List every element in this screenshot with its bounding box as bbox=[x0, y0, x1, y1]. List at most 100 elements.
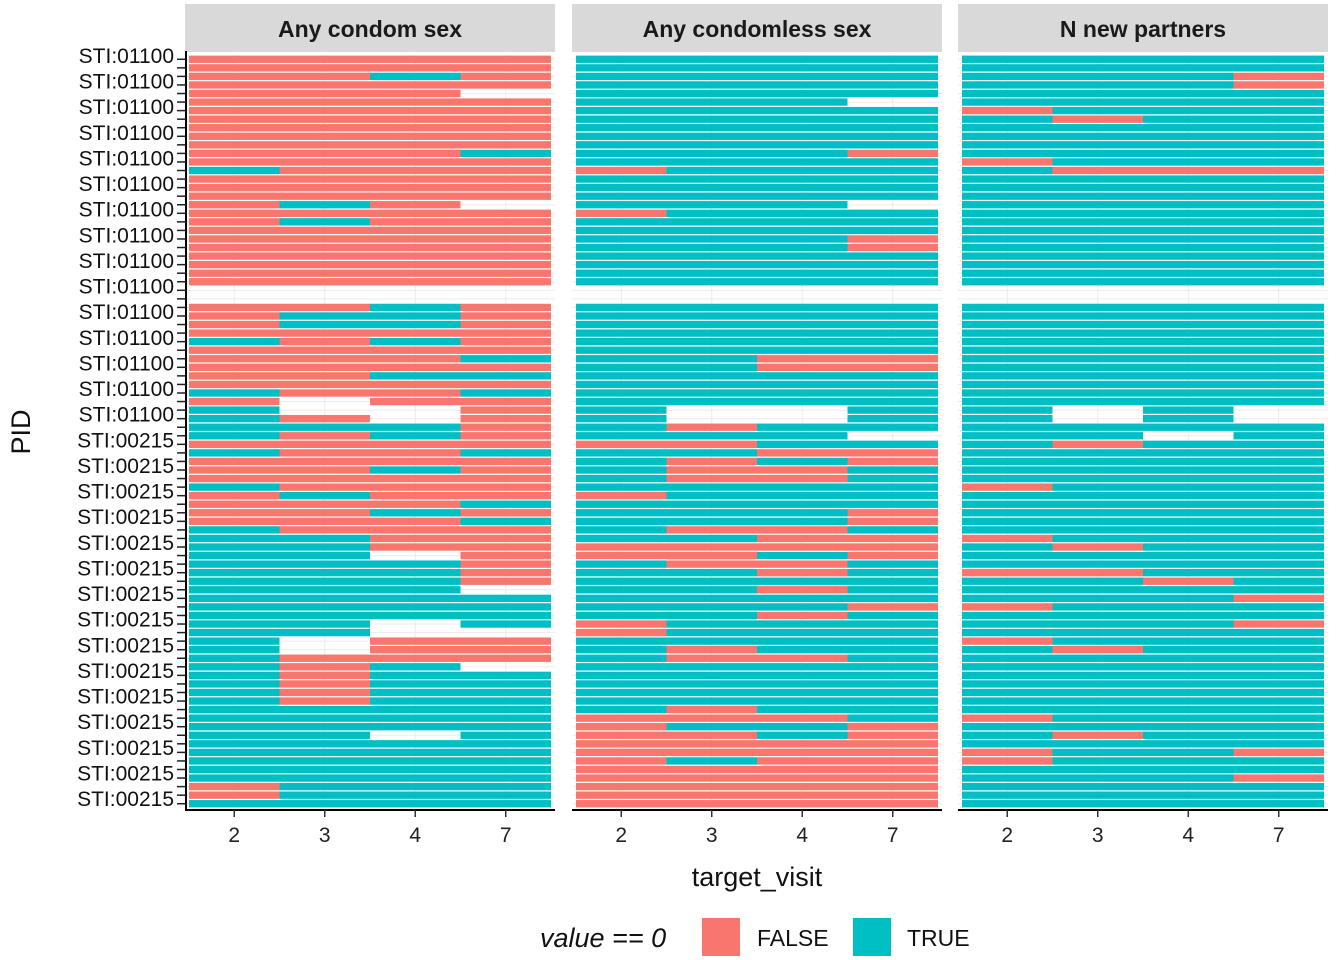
heatmap-cell bbox=[1233, 714, 1324, 722]
heatmap-cell bbox=[189, 106, 280, 115]
heatmap-cell bbox=[962, 560, 1053, 568]
heatmap-cell bbox=[576, 577, 667, 585]
heatmap-cell bbox=[189, 312, 280, 320]
heatmap-cell bbox=[666, 748, 757, 757]
heatmap-cell bbox=[460, 149, 551, 158]
heatmap-cell bbox=[1052, 500, 1143, 508]
heatmap-cell bbox=[279, 175, 370, 183]
heatmap-cell bbox=[666, 474, 757, 483]
heatmap-cell bbox=[757, 509, 848, 517]
heatmap-cell bbox=[1052, 115, 1143, 123]
heatmap-cell bbox=[962, 106, 1053, 115]
heatmap-cell bbox=[962, 714, 1053, 722]
heatmap-cell bbox=[1233, 449, 1324, 457]
heatmap-cell bbox=[576, 124, 667, 132]
heatmap-cell bbox=[279, 166, 370, 175]
heatmap-cell bbox=[189, 89, 280, 98]
heatmap-cell bbox=[370, 218, 461, 226]
x-axis-title: target_visit bbox=[692, 862, 823, 892]
heatmap-cell bbox=[460, 372, 551, 380]
heatmap-cell bbox=[1143, 594, 1234, 603]
heatmap-cell bbox=[279, 594, 370, 603]
heatmap-cell bbox=[576, 303, 667, 312]
heatmap-cell bbox=[189, 141, 280, 149]
heatmap-cell bbox=[189, 132, 280, 140]
heatmap-cell bbox=[757, 337, 848, 346]
heatmap-cell bbox=[370, 500, 461, 508]
heatmap-cell bbox=[189, 337, 280, 346]
heatmap-cell bbox=[757, 449, 848, 457]
heatmap-cell bbox=[576, 757, 667, 765]
heatmap-cell bbox=[189, 397, 280, 406]
heatmap-cell bbox=[370, 594, 461, 603]
heatmap-cell bbox=[279, 663, 370, 671]
heatmap-cell bbox=[460, 765, 551, 774]
y-tick-label: STI:01100 bbox=[79, 199, 174, 222]
heatmap-cell bbox=[1233, 183, 1324, 192]
heatmap-cell bbox=[189, 697, 280, 705]
heatmap-cell bbox=[847, 757, 938, 765]
heatmap-cell bbox=[757, 491, 848, 500]
heatmap-cell bbox=[1233, 800, 1324, 808]
heatmap-cell bbox=[962, 312, 1053, 320]
heatmap-cell bbox=[576, 500, 667, 508]
heatmap-cell bbox=[1233, 534, 1324, 543]
heatmap-cell bbox=[666, 72, 757, 81]
heatmap-cell bbox=[189, 705, 280, 714]
heatmap-cell bbox=[757, 55, 848, 63]
heatmap-cell bbox=[370, 680, 461, 688]
heatmap-cell bbox=[757, 226, 848, 235]
heatmap-cell bbox=[460, 414, 551, 423]
heatmap-cell bbox=[1233, 337, 1324, 346]
heatmap-cell bbox=[576, 603, 667, 611]
heatmap-cell bbox=[962, 89, 1053, 98]
heatmap-cell bbox=[666, 380, 757, 389]
heatmap-cell bbox=[1233, 586, 1324, 594]
heatmap-cell bbox=[1143, 569, 1234, 577]
heatmap-cell bbox=[1233, 209, 1324, 217]
heatmap-cell bbox=[962, 569, 1053, 577]
heatmap-cell bbox=[1052, 252, 1143, 260]
heatmap-cell bbox=[1143, 474, 1234, 483]
heatmap-cell bbox=[666, 158, 757, 166]
heatmap-cell bbox=[279, 218, 370, 226]
heatmap-cell bbox=[576, 680, 667, 688]
heatmap-cell bbox=[460, 774, 551, 782]
heatmap-cell bbox=[460, 509, 551, 517]
heatmap-cell bbox=[757, 782, 848, 791]
heatmap-cell bbox=[460, 731, 551, 739]
heatmap-cell bbox=[279, 782, 370, 791]
heatmap-cell bbox=[1052, 594, 1143, 603]
heatmap-cell bbox=[962, 380, 1053, 389]
heatmap-cell bbox=[1233, 560, 1324, 568]
heatmap-cell bbox=[1143, 166, 1234, 175]
heatmap-cell bbox=[1143, 235, 1234, 243]
heatmap-cell bbox=[1233, 543, 1324, 551]
heatmap-cell bbox=[757, 594, 848, 603]
heatmap-cell bbox=[460, 637, 551, 645]
heatmap-cell bbox=[962, 372, 1053, 380]
heatmap-cell bbox=[962, 132, 1053, 140]
heatmap-cell bbox=[1233, 517, 1324, 526]
heatmap-cell bbox=[1143, 158, 1234, 166]
heatmap-cell bbox=[189, 611, 280, 620]
heatmap-cell bbox=[370, 517, 461, 526]
heatmap-cell bbox=[370, 175, 461, 183]
heatmap-cell bbox=[847, 782, 938, 791]
y-tick-label: STI:00215 bbox=[77, 583, 174, 606]
heatmap-cell bbox=[370, 774, 461, 782]
heatmap-cell bbox=[1143, 106, 1234, 115]
x-tick-label: 2 bbox=[1001, 824, 1013, 847]
heatmap-cell bbox=[1233, 663, 1324, 671]
heatmap-cell bbox=[666, 235, 757, 243]
heatmap-cell bbox=[576, 260, 667, 269]
heatmap-cell bbox=[460, 611, 551, 620]
heatmap-cell bbox=[576, 586, 667, 594]
heatmap-cell bbox=[1052, 534, 1143, 543]
heatmap-cell bbox=[757, 731, 848, 739]
heatmap-cell bbox=[460, 620, 551, 628]
heatmap-cell bbox=[962, 158, 1053, 166]
heatmap-cell bbox=[1143, 260, 1234, 269]
heatmap-cell bbox=[666, 551, 757, 560]
